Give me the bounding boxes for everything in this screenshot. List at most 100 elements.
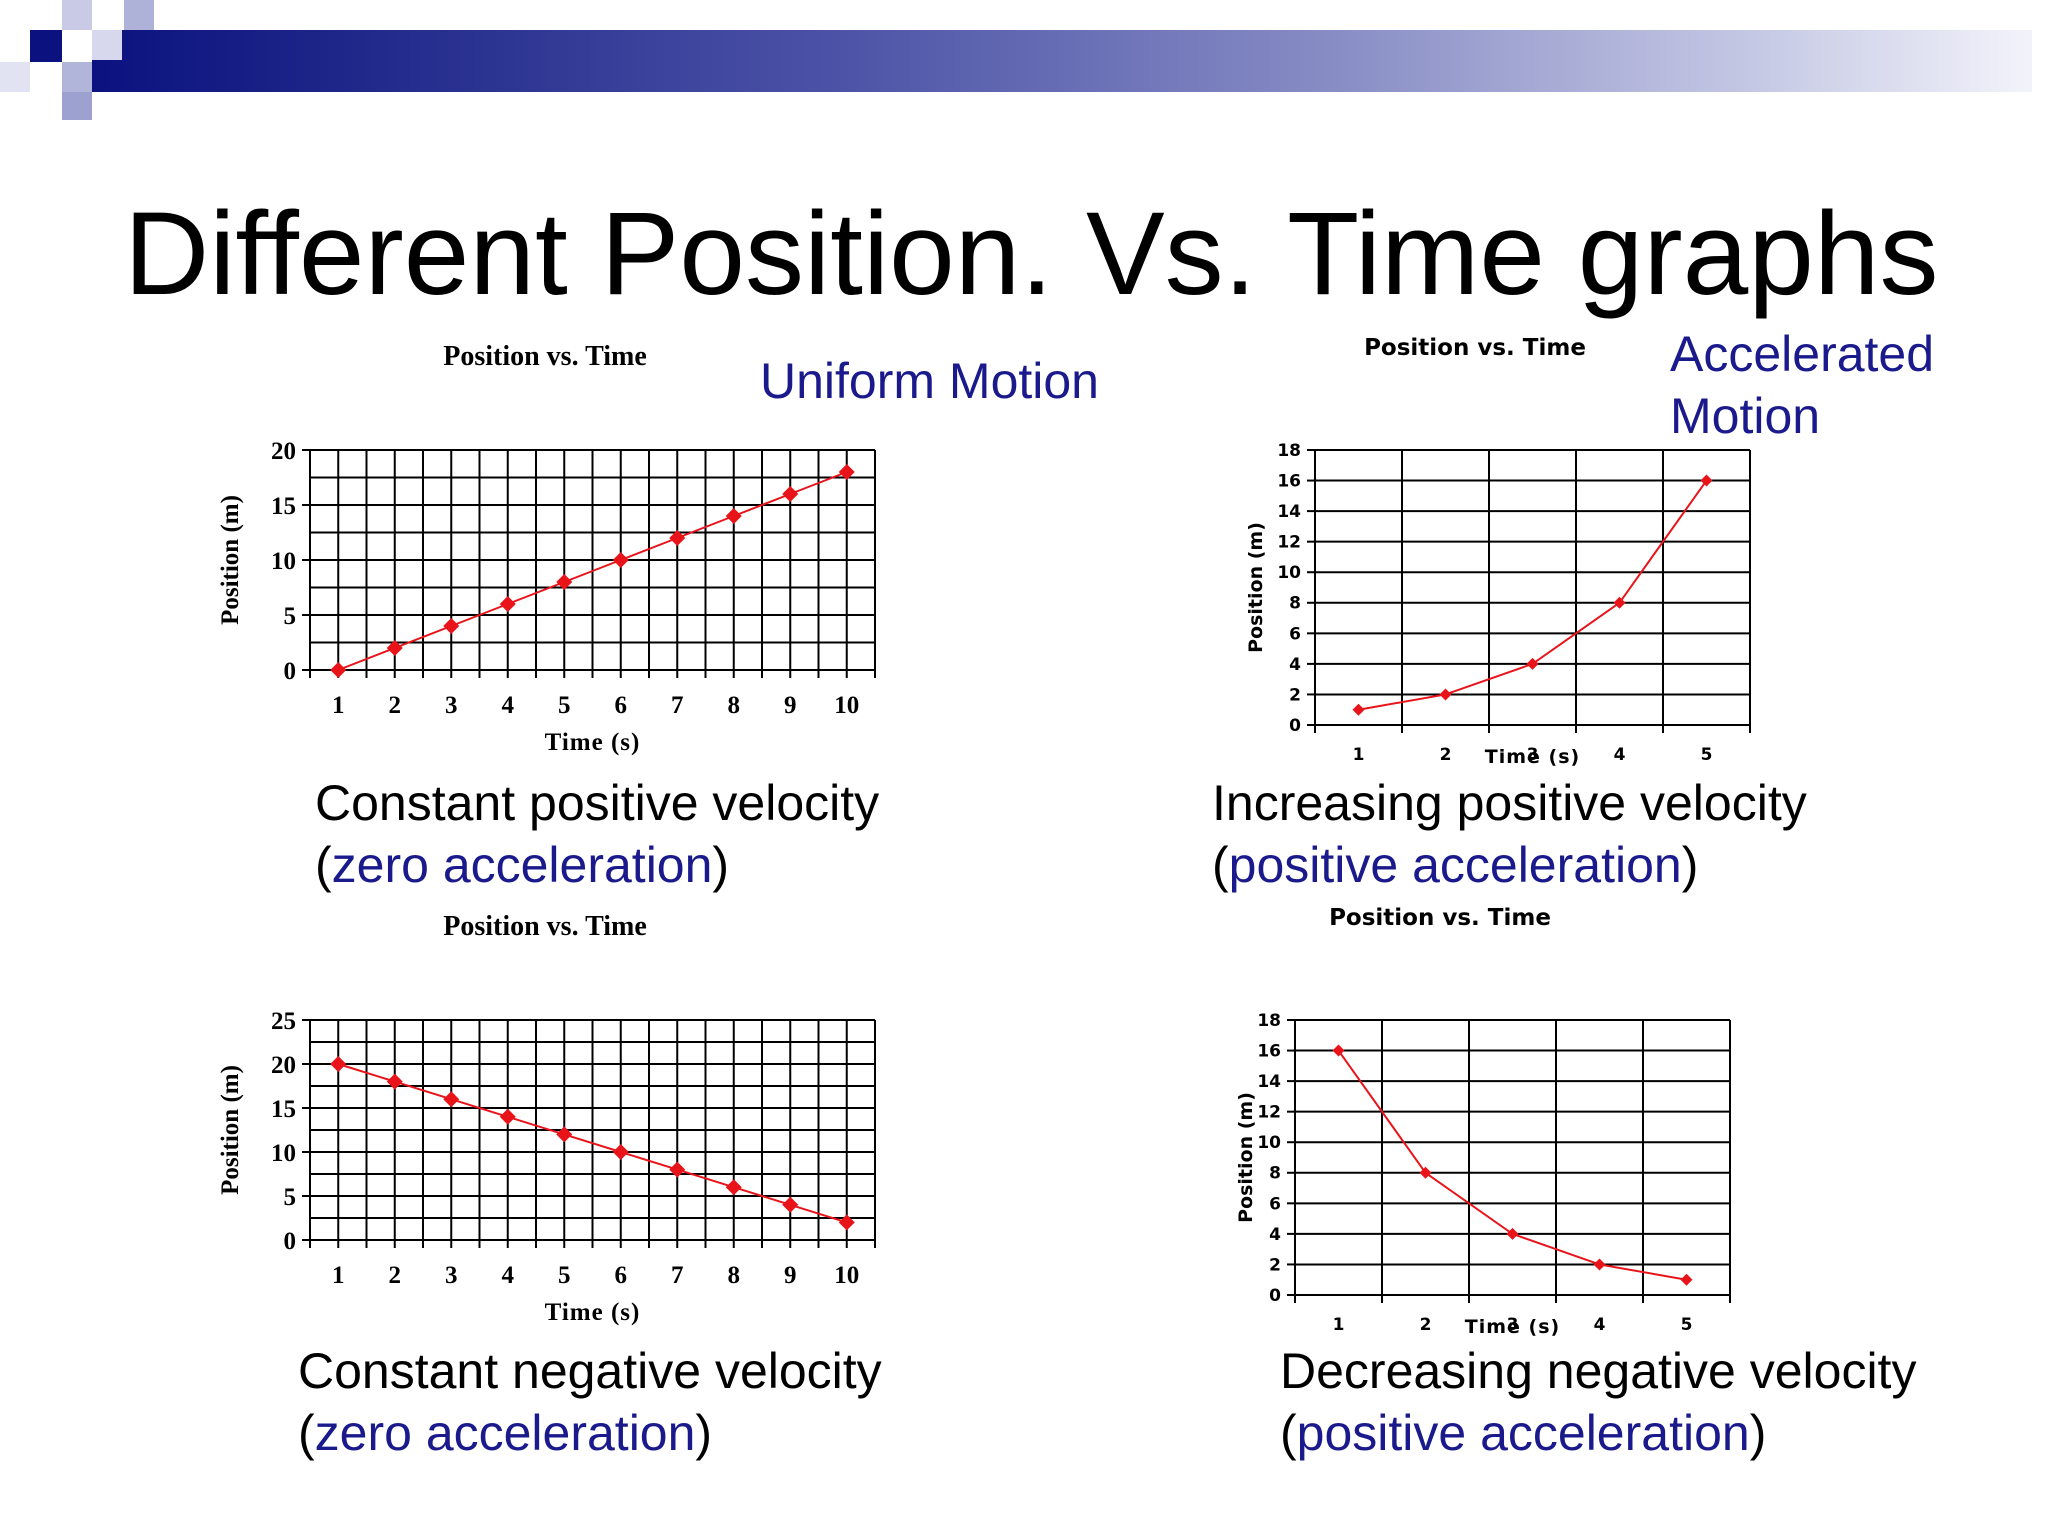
y-tick-label: 6 (1269, 1194, 1281, 1214)
y-axis-label: Position (m) (217, 495, 244, 625)
x-tick-label: 4 (1614, 745, 1626, 765)
y-tick-label: 6 (1289, 624, 1301, 644)
y-tick-label: 20 (271, 438, 296, 465)
x-tick-label: 2 (389, 1262, 402, 1289)
y-tick-label: 12 (1257, 1103, 1281, 1123)
caption-constant-positive: Constant positive velocity (zero acceler… (315, 772, 879, 896)
data-point-marker (612, 1144, 629, 1160)
x-tick-label: 3 (1507, 1315, 1519, 1335)
header-gradient-bar (92, 30, 2032, 92)
y-tick-label: 14 (1277, 502, 1301, 522)
data-point-marker (499, 1108, 516, 1125)
data-point-marker (1419, 1166, 1432, 1179)
x-tick-label: 1 (1353, 745, 1365, 765)
y-tick-label: 12 (1277, 533, 1301, 553)
header-square-mid (124, 0, 154, 30)
y-axis-label: Position (m) (1235, 1092, 1257, 1223)
data-point-marker (386, 1073, 403, 1090)
caption-line2: (zero acceleration) (315, 837, 730, 893)
header-square-light (92, 30, 122, 60)
x-tick-label: 1 (332, 1262, 345, 1289)
y-tick-label: 18 (1277, 441, 1301, 461)
caption-line2: (positive acceleration) (1212, 837, 1699, 893)
chart-title: Position vs. Time (443, 341, 647, 372)
x-tick-label: 1 (1333, 1315, 1345, 1335)
y-tick-label: 14 (1257, 1072, 1281, 1092)
chart-title: Position vs. Time (1329, 905, 1551, 931)
x-axis-label: Time (s) (1465, 1316, 1560, 1338)
data-point-marker (443, 1091, 460, 1108)
y-tick-label: 0 (1289, 716, 1301, 736)
y-tick-label: 0 (1269, 1286, 1281, 1306)
data-point-marker (330, 662, 347, 678)
data-point-marker (669, 1161, 686, 1178)
x-tick-label: 5 (558, 692, 571, 719)
y-tick-label: 5 (284, 603, 297, 630)
x-axis-label: Time (s) (1485, 746, 1580, 768)
caption-line1: Decreasing negative velocity (1280, 1343, 1917, 1399)
caption-line1: Constant positive velocity (315, 775, 880, 831)
series-line (337, 1063, 848, 1224)
x-tick-label: 6 (615, 1262, 628, 1289)
series-line (337, 471, 848, 671)
caption-line2: (positive acceleration) (1280, 1405, 1767, 1461)
data-point-marker (669, 530, 686, 546)
data-point-marker (725, 1179, 742, 1196)
x-tick-label: 9 (784, 692, 797, 719)
y-tick-label: 16 (1257, 1042, 1281, 1062)
x-tick-label: 3 (445, 692, 458, 719)
chart-position-time-uniform-positive: Position vs. Time 0 5 10 15 20 1 2 3 4 5 6 7 8 9 10 Time… (217, 341, 876, 756)
data-point-marker (1613, 596, 1626, 609)
caption-emphasis: positive acceleration (1228, 837, 1682, 893)
header-square-mid (62, 62, 92, 92)
x-tick-label: 8 (728, 1262, 741, 1289)
x-tick-label: 4 (1594, 1315, 1606, 1335)
y-tick-label: 2 (1269, 1255, 1281, 1275)
data-point-marker (386, 640, 403, 656)
y-tick-label: 18 (1257, 1011, 1281, 1031)
data-point-marker (556, 1126, 573, 1143)
y-tick-label: 5 (284, 1184, 297, 1211)
chart-position-time-uniform-negative: Position vs. Time 0 5 10 15 20 25 1 2 3 4 5 6 7 8 9 10 Ti… (217, 911, 876, 1326)
data-point-marker (782, 1196, 799, 1213)
x-tick-label: 2 (389, 692, 402, 719)
data-point-marker (1680, 1273, 1693, 1286)
data-point-marker (838, 464, 855, 480)
x-tick-label: 5 (1701, 745, 1713, 765)
series-line (1337, 1049, 1687, 1281)
x-tick-label: 2 (1440, 745, 1452, 765)
caption-emphasis: zero acceleration (331, 837, 713, 893)
x-tick-label: 7 (671, 692, 684, 719)
x-tick-label: 5 (1681, 1315, 1693, 1335)
caption-emphasis: positive acceleration (1296, 1405, 1750, 1461)
caption-line2: (zero acceleration) (298, 1405, 713, 1461)
x-tick-label: 3 (445, 1262, 458, 1289)
data-point-marker (443, 618, 460, 634)
x-axis-label: Time (s) (545, 729, 641, 756)
chart-title: Position vs. Time (443, 911, 647, 942)
data-point-marker (838, 1214, 855, 1231)
data-point-marker (330, 1056, 347, 1072)
data-point-marker (1506, 1227, 1519, 1240)
x-tick-label: 9 (784, 1262, 797, 1289)
series-line (1358, 479, 1708, 711)
y-tick-label: 8 (1289, 594, 1301, 614)
y-tick-label: 20 (271, 1052, 296, 1079)
y-tick-label: 10 (271, 1140, 296, 1167)
x-axis-label: Time (s) (545, 1299, 641, 1326)
data-point-marker (725, 508, 742, 524)
y-tick-label: 0 (284, 1228, 297, 1255)
y-tick-label: 10 (1277, 563, 1301, 583)
y-axis-label: Position (m) (217, 1065, 244, 1195)
header-square-dark (30, 30, 62, 62)
caption-constant-negative: Constant negative velocity (zero acceler… (298, 1340, 882, 1464)
data-point-marker (499, 596, 516, 612)
caption-line1: Constant negative velocity (298, 1343, 882, 1399)
y-tick-label: 4 (1269, 1225, 1281, 1245)
y-tick-label: 8 (1269, 1164, 1281, 1184)
caption-emphasis: zero acceleration (314, 1405, 696, 1461)
x-tick-label: 5 (558, 1262, 571, 1289)
data-point-marker (1593, 1258, 1606, 1271)
x-tick-label: 4 (502, 692, 515, 719)
